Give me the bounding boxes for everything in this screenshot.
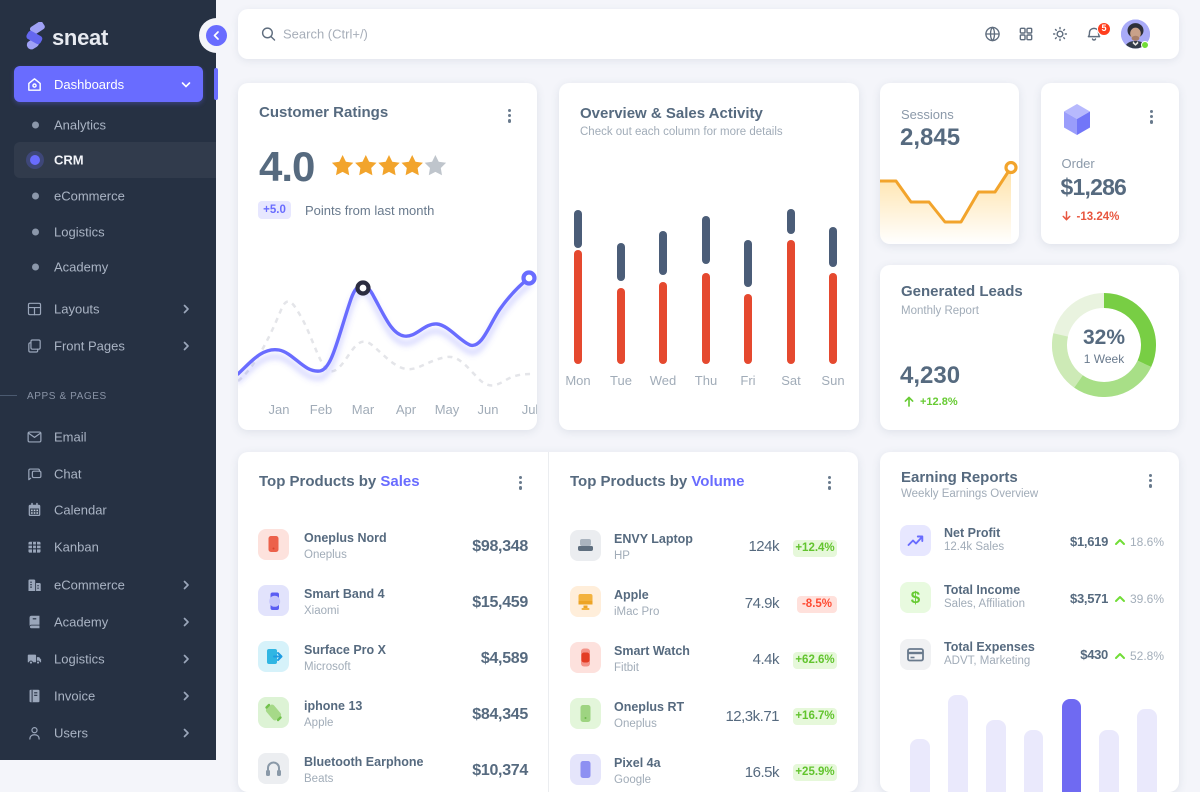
svg-text:Jun: Jun [478,402,499,417]
svg-text:Thu: Thu [695,373,717,388]
svg-text:May: May [435,402,460,417]
svg-text:Tue: Tue [610,373,632,388]
svg-text:Mon: Mon [565,373,590,388]
svg-text:Feb: Feb [310,402,332,417]
svg-text:Mar: Mar [352,402,375,417]
svg-text:Apr: Apr [396,402,417,417]
svg-text:Jul: Jul [522,402,537,417]
svg-text:Fri: Fri [740,373,755,388]
svg-text:Wed: Wed [650,373,677,388]
svg-text:Jan: Jan [269,402,290,417]
svg-text:Sun: Sun [821,373,844,388]
svg-text:Sat: Sat [781,373,801,388]
